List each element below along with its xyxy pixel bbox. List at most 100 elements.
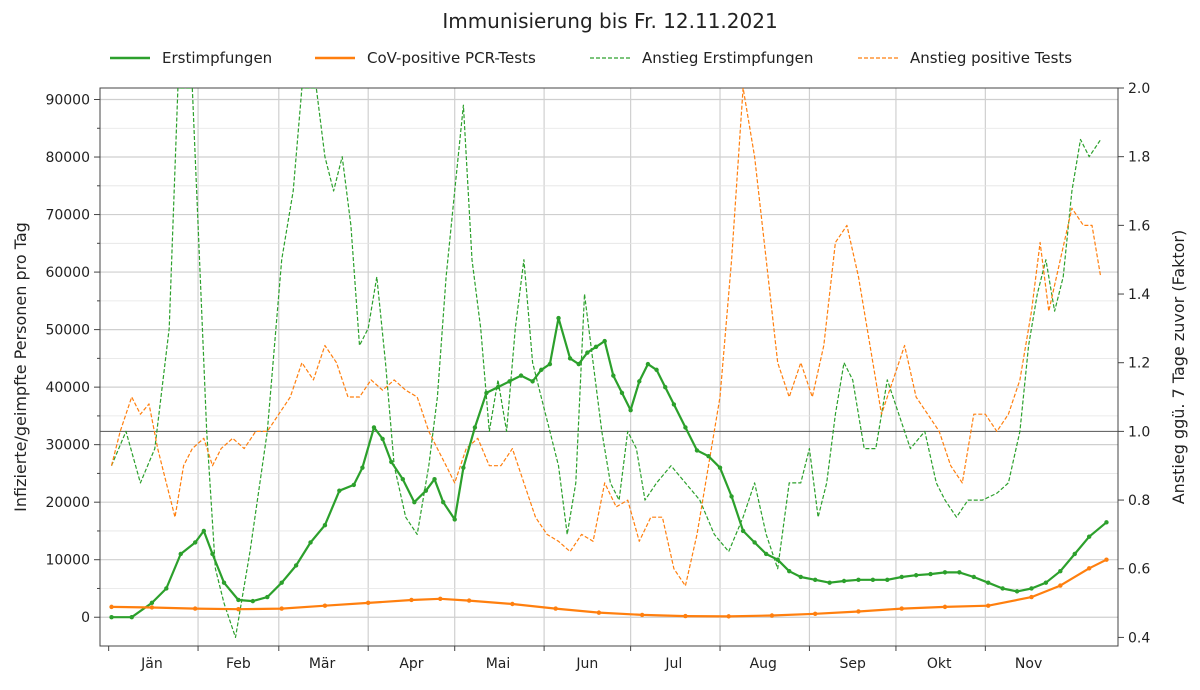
data-point-cov-positive-pcr-tests [1058, 583, 1063, 588]
y-tick-label: 0 [81, 610, 90, 626]
data-point-erstimpfungen [694, 448, 700, 453]
data-point-erstimpfungen [432, 476, 437, 482]
data-point-erstimpfungen [129, 615, 134, 620]
data-point-cov-positive-pcr-tests [726, 614, 731, 619]
data-point-erstimpfungen [637, 379, 642, 384]
data-point-erstimpfungen [763, 551, 769, 557]
data-point-erstimpfungen [400, 476, 406, 482]
data-point-cov-positive-pcr-tests [236, 606, 241, 612]
data-point-erstimpfungen [683, 425, 688, 430]
y2-tick-label: 0.4 [1128, 630, 1150, 646]
y2-tick-label: 1.2 [1128, 356, 1150, 372]
data-point-erstimpfungen [371, 425, 377, 430]
data-point-erstimpfungen [380, 436, 385, 442]
data-point-erstimpfungen [484, 390, 489, 396]
data-point-cov-positive-pcr-tests [856, 609, 861, 614]
data-point-erstimpfungen [337, 488, 342, 493]
data-point-cov-positive-pcr-tests [1029, 594, 1034, 600]
y-tick-label: 80000 [45, 150, 90, 166]
data-point-erstimpfungen [856, 577, 861, 583]
x-tick-label: Jul [664, 656, 682, 672]
x-tick-label: Nov [1015, 656, 1042, 672]
data-point-cov-positive-pcr-tests [1086, 566, 1092, 571]
y2-tick-label: 1.8 [1128, 150, 1150, 166]
legend: Erstimpfungen CoV-positive PCR-Tests Ansti… [110, 49, 1072, 67]
y-tick-label: 10000 [45, 553, 90, 569]
x-tick-label: Mai [486, 656, 511, 672]
data-point-cov-positive-pcr-tests [192, 606, 198, 611]
x-tick-label: Feb [226, 656, 251, 672]
data-point-erstimpfungen [495, 384, 501, 390]
data-point-erstimpfungen [706, 453, 711, 459]
data-point-cov-positive-pcr-tests [149, 605, 155, 610]
data-point-erstimpfungen [210, 551, 215, 557]
data-point-cov-positive-pcr-tests [109, 604, 114, 610]
data-point-erstimpfungen [1072, 551, 1077, 557]
x-tick-label: Okt [927, 656, 952, 672]
data-point-erstimpfungen [798, 574, 803, 580]
data-point-cov-positive-pcr-tests [466, 598, 472, 603]
data-point-erstimpfungen [452, 517, 457, 522]
data-point-cov-positive-pcr-tests [942, 604, 948, 610]
data-point-erstimpfungen [265, 594, 270, 600]
data-point-erstimpfungen [236, 597, 241, 603]
data-point-erstimpfungen [986, 580, 991, 585]
y-tick-label: 20000 [45, 495, 90, 511]
y2-tick-label: 0.6 [1128, 562, 1150, 578]
y2-tick-label: 2.0 [1128, 81, 1150, 97]
data-point-erstimpfungen [178, 551, 183, 557]
legend-label-erstimpfungen: Erstimpfungen [162, 49, 272, 67]
data-point-erstimpfungen [221, 580, 227, 585]
data-point-erstimpfungen [942, 570, 948, 575]
data-point-erstimpfungen [870, 577, 876, 583]
y2-tick-label: 1.6 [1128, 218, 1150, 234]
data-point-erstimpfungen [671, 402, 677, 407]
data-point-cov-positive-pcr-tests [553, 606, 558, 611]
data-point-erstimpfungen [472, 425, 478, 430]
data-point-cov-positive-pcr-tests [596, 610, 602, 615]
series-line-cov-positive-pcr-tests [111, 558, 1107, 618]
chart-title: Immunisierung bis Fr. 12.11.2021 [442, 9, 777, 33]
data-point-erstimpfungen [740, 528, 746, 534]
data-point-cov-positive-pcr-tests [510, 601, 515, 607]
data-point-cov-positive-pcr-tests [409, 597, 414, 603]
data-point-cov-positive-pcr-tests [1104, 557, 1109, 562]
data-point-cov-positive-pcr-tests [683, 613, 688, 619]
data-point-erstimpfungen [556, 315, 561, 321]
data-point-erstimpfungen [1000, 586, 1005, 591]
data-point-erstimpfungen [1029, 586, 1034, 591]
y-tick-label: 70000 [45, 208, 90, 224]
x-tick-label: Mär [309, 656, 336, 672]
data-point-erstimpfungen [1086, 534, 1092, 539]
data-point-erstimpfungen [913, 573, 919, 578]
data-point-erstimpfungen [164, 586, 169, 591]
data-point-erstimpfungen [360, 465, 365, 470]
plot-frame [99, 87, 1119, 647]
data-point-erstimpfungen [322, 522, 328, 528]
data-point-erstimpfungen [351, 482, 356, 488]
y-tick-label: 40000 [45, 380, 90, 396]
data-point-erstimpfungen [109, 615, 114, 620]
data-point-erstimpfungen [149, 600, 155, 606]
series-layer [109, 88, 1109, 638]
x-tick-label: Sep [839, 656, 866, 672]
y2-tick-label: 1.0 [1128, 424, 1150, 440]
x-tick-label: Jun [575, 656, 598, 672]
data-point-erstimpfungen [507, 379, 512, 384]
data-point-cov-positive-pcr-tests [322, 603, 328, 608]
data-point-erstimpfungen [518, 373, 524, 378]
x-tick-label: Apr [399, 656, 423, 672]
data-point-erstimpfungen [440, 499, 446, 505]
data-point-erstimpfungen [423, 488, 429, 493]
data-point-erstimpfungen [1104, 520, 1109, 525]
data-point-erstimpfungen [576, 361, 581, 367]
data-point-erstimpfungen [585, 350, 590, 355]
data-point-erstimpfungen [593, 344, 599, 350]
data-point-erstimpfungen [389, 459, 394, 465]
data-point-cov-positive-pcr-tests [812, 611, 818, 616]
data-point-erstimpfungen [250, 598, 256, 604]
x-tick-label: Jän [140, 656, 163, 672]
y2-tick-label: 0.8 [1128, 493, 1150, 509]
data-point-erstimpfungen [899, 574, 904, 580]
